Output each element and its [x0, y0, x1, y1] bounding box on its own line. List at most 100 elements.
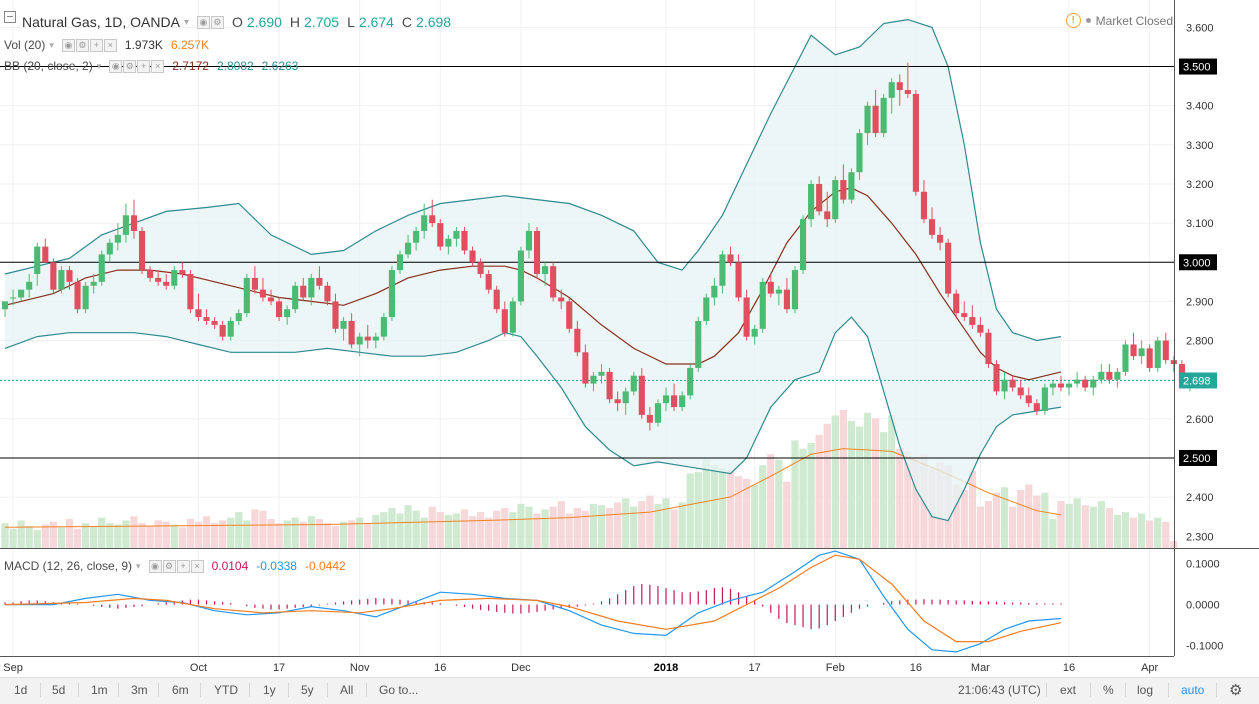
candle-body [614, 399, 621, 404]
volume-bar [210, 523, 219, 548]
time-tick-label: 17 [273, 662, 285, 674]
macd-tick-label: -0.1000 [1186, 641, 1223, 653]
range-3m[interactable]: 3m [131, 683, 148, 697]
auto-toggle[interactable]: auto [1181, 683, 1205, 697]
chevron-down-icon[interactable]: ▾ [49, 39, 54, 50]
gear-icon[interactable]: ⚙ [162, 559, 176, 573]
range-5d[interactable]: 5d [52, 683, 66, 697]
volume-bar [194, 521, 203, 548]
range-1y[interactable]: 1y [263, 683, 276, 697]
settings-gear-icon[interactable]: ⚙ [1229, 682, 1243, 699]
candle-body [945, 242, 952, 294]
chart-canvas[interactable]: 2.3002.4002.6002.7002.8002.9003.1003.200… [0, 0, 1259, 677]
volume-bar [476, 512, 485, 548]
gear-icon[interactable]: ⚙ [123, 59, 137, 73]
volume-bar [146, 525, 154, 548]
chevron-down-icon[interactable]: ▾ [183, 16, 189, 28]
time-tick-label: 16 [1063, 662, 1075, 674]
chevron-down-icon[interactable]: ▾ [136, 560, 141, 571]
eye-icon[interactable]: ◉ [61, 38, 75, 52]
candle-body [848, 172, 855, 200]
range-1m[interactable]: 1m [91, 683, 108, 697]
volume-bar [718, 467, 727, 548]
range-5y[interactable]: 5y [301, 683, 314, 697]
high-value: 2.705 [304, 14, 340, 30]
ext-toggle[interactable]: ext [1060, 683, 1077, 697]
close-icon[interactable]: × [190, 559, 204, 573]
candle-body [509, 301, 516, 333]
macd-signal-line [4, 554, 1062, 643]
close-icon[interactable]: × [151, 59, 165, 73]
chevron-down-icon[interactable]: ▾ [96, 60, 102, 71]
candle-body [759, 281, 766, 329]
candle-body [783, 289, 790, 310]
bb-legend-label[interactable]: BB (20, close, 2) [4, 59, 93, 73]
candle-body [114, 234, 121, 243]
candle-body [824, 211, 831, 220]
time-tick-label: Nov [350, 662, 370, 674]
candle-body [679, 395, 686, 408]
collapse-legend-icon[interactable] [4, 11, 16, 23]
close-icon[interactable]: × [103, 38, 117, 52]
volume-ma-line [4, 448, 1062, 528]
volume-bar [259, 510, 267, 548]
candle-body [880, 97, 887, 134]
candle-body [493, 289, 500, 310]
plus-icon[interactable]: + [176, 559, 190, 573]
volume-bar [444, 514, 452, 548]
symbol-title[interactable]: Natural Gas, 1D, OANDA [22, 14, 180, 30]
candle-body [308, 277, 315, 298]
candle-body [598, 371, 605, 376]
candle-body [1122, 344, 1129, 372]
eye-icon[interactable]: ◉ [196, 15, 210, 29]
candle-body [421, 215, 428, 231]
eye-icon[interactable]: ◉ [148, 559, 162, 573]
volume-bar [186, 519, 195, 548]
volume-bar [1073, 498, 1081, 548]
gear-icon[interactable]: ⚙ [75, 38, 89, 52]
volume-bar [90, 525, 98, 548]
volume-bar [896, 448, 904, 548]
volume-bar [557, 501, 565, 548]
candle-body [445, 238, 452, 247]
market-status[interactable]: ! Market Closed [1065, 13, 1173, 28]
macd-hist-value: 0.0104 [211, 559, 249, 573]
eye-icon[interactable]: ◉ [109, 59, 123, 73]
plus-icon[interactable]: + [89, 38, 103, 52]
percent-toggle[interactable]: % [1103, 683, 1114, 697]
candle-body [517, 250, 524, 302]
volume-bar [1121, 512, 1130, 548]
candle-body [735, 262, 742, 298]
bb-upper-value: 2.8082 [216, 59, 254, 73]
candle-body [711, 285, 718, 298]
candle-body [1049, 383, 1057, 388]
range-ytd[interactable]: YTD [214, 683, 238, 697]
candle-body [743, 297, 750, 337]
bb-legend: BB (20, close, 2) ▾ ◉ ⚙ + × 2.7172 2.8082 2… [4, 59, 302, 73]
plus-icon[interactable]: + [137, 59, 151, 73]
volume-bar [493, 510, 501, 548]
macd-legend-label[interactable]: MACD (12, 26, close, 9) [4, 559, 133, 573]
open-value: 2.690 [246, 14, 282, 30]
candle-body [1098, 371, 1105, 380]
volume-legend-label[interactable]: Vol (20) [4, 38, 46, 52]
volume-bar [759, 465, 767, 548]
candle-body [638, 375, 645, 415]
range-6m[interactable]: 6m [172, 683, 189, 697]
bb-basis-value: 2.7172 [172, 59, 209, 73]
candle-body [920, 191, 928, 220]
gear-icon[interactable]: ⚙ [210, 15, 224, 29]
volume-bar [275, 523, 283, 548]
volume-bar [614, 502, 622, 548]
range-1d[interactable]: 1d [14, 683, 28, 697]
utc-clock[interactable]: 21:06:43 (UTC) [958, 683, 1041, 697]
candle-body [832, 180, 839, 220]
candle-body [66, 270, 73, 282]
candle-body [235, 313, 242, 321]
candle-body [147, 270, 154, 278]
market-status-text: Market Closed [1095, 13, 1173, 28]
volume-bar [33, 530, 41, 548]
goto-date-button[interactable]: Go to... [379, 683, 419, 697]
range-all[interactable]: All [340, 683, 354, 697]
log-toggle[interactable]: log [1137, 683, 1154, 697]
